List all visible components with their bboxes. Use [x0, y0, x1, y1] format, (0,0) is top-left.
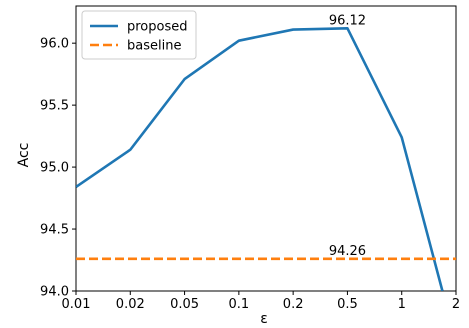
data-label: 96.12 [329, 13, 366, 28]
x-tick-label: 0.05 [170, 297, 199, 312]
legend-box [81, 10, 197, 60]
x-tick-label: 0.01 [62, 297, 91, 312]
x-tick-label: 0.5 [337, 297, 358, 312]
legend-entry-proposed: proposed [127, 20, 188, 35]
x-axis-label: ε [260, 311, 268, 327]
data-label: 94.26 [329, 244, 366, 259]
x-tick-label: 0.1 [229, 297, 250, 312]
legend: proposed baseline [81, 10, 197, 60]
plot-area [75, 5, 457, 292]
legend-entry-baseline: baseline [127, 39, 181, 54]
y-tick-label: 95.5 [40, 99, 69, 114]
y-tick-label: 95.0 [40, 161, 69, 176]
y-axis-label: Acc [16, 143, 32, 168]
x-tick-label: 1 [398, 297, 406, 312]
series-layer [76, 27, 456, 291]
plot-frame [75, 5, 457, 292]
y-tick-label: 94.5 [40, 223, 69, 238]
annotations: 96.12 94.26 [329, 13, 366, 258]
x-tick-label: 0.2 [283, 297, 304, 312]
x-tick-label: 2 [452, 297, 460, 312]
axis-ticks: 0.01 0.02 0.05 0.1 0.2 0.5 1 2 94.0 94.5 95.0 95.5 9… [40, 37, 460, 312]
y-tick-label: 94.0 [40, 285, 69, 300]
series-line-proposed [76, 27, 444, 291]
y-tick-label: 96.0 [40, 37, 69, 52]
x-tick-label: 0.02 [116, 297, 145, 312]
